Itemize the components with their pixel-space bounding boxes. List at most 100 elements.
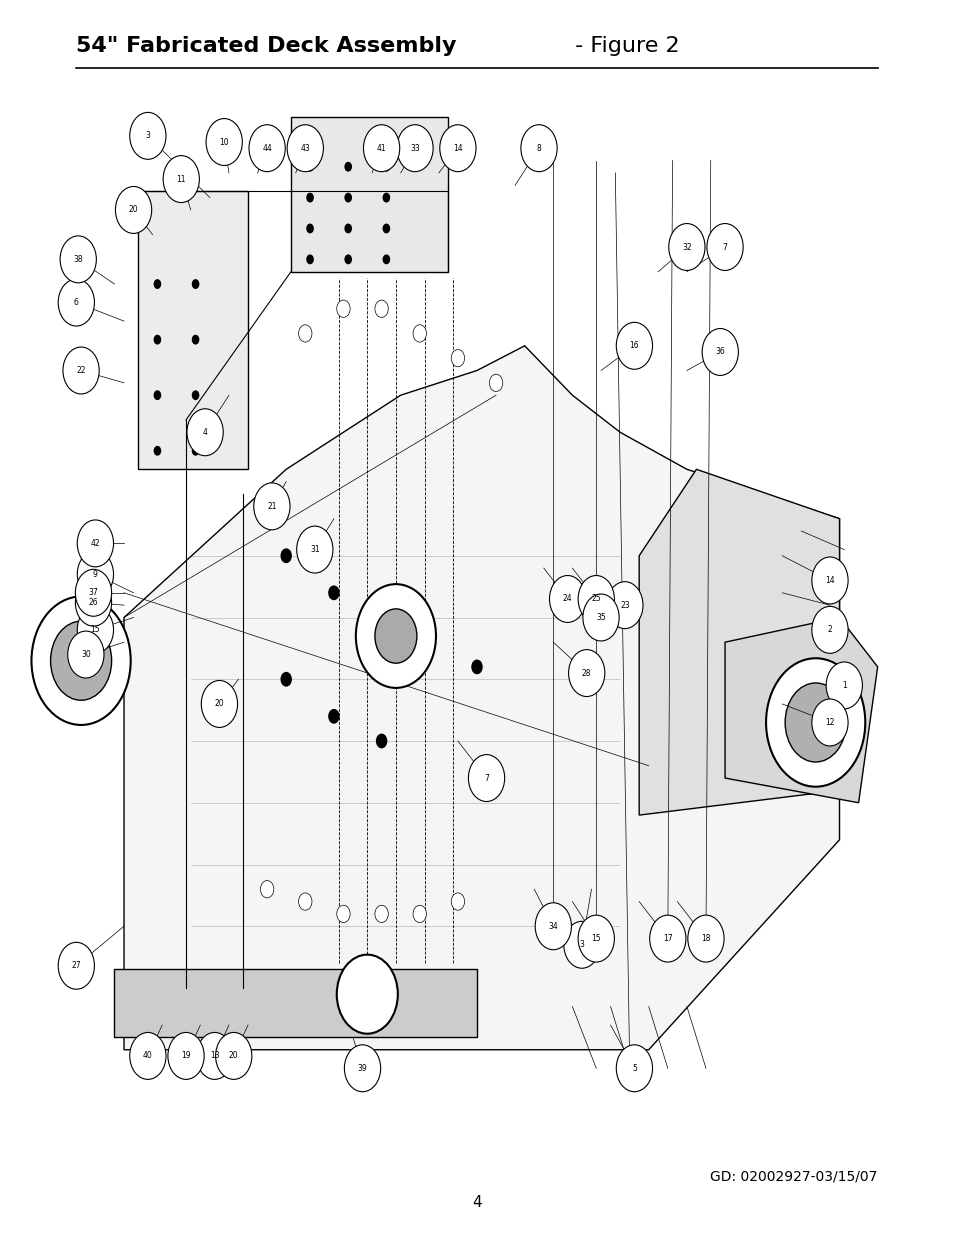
Circle shape xyxy=(413,905,426,923)
Text: 39: 39 xyxy=(357,1063,367,1073)
Circle shape xyxy=(336,905,350,923)
Circle shape xyxy=(51,621,112,700)
Circle shape xyxy=(192,335,199,345)
Text: 6: 6 xyxy=(73,298,79,308)
Circle shape xyxy=(578,915,614,962)
Circle shape xyxy=(616,322,652,369)
Circle shape xyxy=(471,659,482,674)
Text: 3: 3 xyxy=(578,940,584,950)
Circle shape xyxy=(31,597,131,725)
Text: 27: 27 xyxy=(71,961,81,971)
Circle shape xyxy=(115,186,152,233)
Text: 15: 15 xyxy=(91,625,100,635)
Polygon shape xyxy=(724,618,877,803)
Text: 34: 34 xyxy=(548,921,558,931)
Text: 8: 8 xyxy=(537,143,540,153)
Circle shape xyxy=(423,635,435,650)
Circle shape xyxy=(215,1032,252,1079)
Circle shape xyxy=(60,236,96,283)
Circle shape xyxy=(355,584,436,688)
Circle shape xyxy=(568,650,604,697)
Text: 2: 2 xyxy=(827,625,831,635)
Circle shape xyxy=(520,125,557,172)
Circle shape xyxy=(63,347,99,394)
Circle shape xyxy=(535,903,571,950)
Circle shape xyxy=(382,193,390,203)
Circle shape xyxy=(280,548,292,563)
Text: 16: 16 xyxy=(629,341,639,351)
Circle shape xyxy=(811,699,847,746)
Circle shape xyxy=(163,156,199,203)
Circle shape xyxy=(344,162,352,172)
FancyBboxPatch shape xyxy=(138,191,248,469)
Circle shape xyxy=(382,162,390,172)
Circle shape xyxy=(153,335,161,345)
Polygon shape xyxy=(639,469,839,815)
Circle shape xyxy=(298,893,312,910)
Text: 35: 35 xyxy=(596,613,605,622)
Text: 33: 33 xyxy=(410,143,419,153)
Text: 7: 7 xyxy=(483,773,489,783)
Text: 3: 3 xyxy=(145,131,151,141)
Circle shape xyxy=(130,1032,166,1079)
Circle shape xyxy=(75,569,112,616)
Circle shape xyxy=(260,881,274,898)
Text: 1: 1 xyxy=(841,680,845,690)
Circle shape xyxy=(701,329,738,375)
Circle shape xyxy=(649,915,685,962)
Circle shape xyxy=(784,683,845,762)
Circle shape xyxy=(75,579,112,626)
Text: 22: 22 xyxy=(76,366,86,375)
Circle shape xyxy=(196,1032,233,1079)
Circle shape xyxy=(549,576,585,622)
Text: 18: 18 xyxy=(700,934,710,944)
Text: 14: 14 xyxy=(453,143,462,153)
Circle shape xyxy=(201,680,237,727)
Circle shape xyxy=(413,325,426,342)
Text: 40: 40 xyxy=(143,1051,152,1061)
Circle shape xyxy=(668,224,704,270)
Text: 36: 36 xyxy=(715,347,724,357)
Text: 32: 32 xyxy=(681,242,691,252)
Circle shape xyxy=(344,224,352,233)
Circle shape xyxy=(153,446,161,456)
Circle shape xyxy=(77,520,113,567)
Circle shape xyxy=(765,658,864,787)
Circle shape xyxy=(77,606,113,653)
Text: 42: 42 xyxy=(91,538,100,548)
Circle shape xyxy=(606,582,642,629)
Text: 25: 25 xyxy=(591,594,600,604)
Text: 9: 9 xyxy=(92,569,98,579)
Circle shape xyxy=(168,1032,204,1079)
Text: 41: 41 xyxy=(376,143,386,153)
Circle shape xyxy=(344,1045,380,1092)
Text: 20: 20 xyxy=(214,699,224,709)
Circle shape xyxy=(578,576,614,622)
Circle shape xyxy=(363,125,399,172)
Text: 19: 19 xyxy=(181,1051,191,1061)
Circle shape xyxy=(375,734,387,748)
Circle shape xyxy=(582,594,618,641)
Circle shape xyxy=(706,224,742,270)
Circle shape xyxy=(153,279,161,289)
Circle shape xyxy=(489,374,502,391)
Text: 20: 20 xyxy=(129,205,138,215)
Circle shape xyxy=(811,606,847,653)
Circle shape xyxy=(375,609,416,663)
Circle shape xyxy=(382,224,390,233)
Circle shape xyxy=(77,551,113,598)
Circle shape xyxy=(192,390,199,400)
Circle shape xyxy=(396,125,433,172)
Circle shape xyxy=(451,350,464,367)
Circle shape xyxy=(336,955,397,1034)
Text: 17: 17 xyxy=(662,934,672,944)
Text: 44: 44 xyxy=(262,143,272,153)
Circle shape xyxy=(306,162,314,172)
Text: 5: 5 xyxy=(631,1063,637,1073)
Circle shape xyxy=(328,585,339,600)
Circle shape xyxy=(328,709,339,724)
Circle shape xyxy=(192,279,199,289)
Text: 43: 43 xyxy=(300,143,310,153)
Circle shape xyxy=(253,483,290,530)
Circle shape xyxy=(306,193,314,203)
